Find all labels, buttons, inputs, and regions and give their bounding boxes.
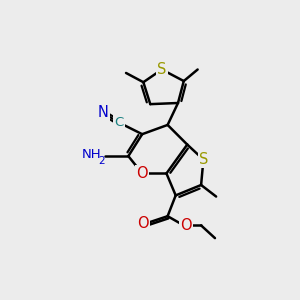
Text: O: O bbox=[180, 218, 191, 233]
Text: S: S bbox=[199, 152, 208, 167]
Text: O: O bbox=[137, 216, 149, 231]
Text: 2: 2 bbox=[98, 156, 104, 166]
Text: C: C bbox=[115, 116, 124, 129]
Text: N: N bbox=[98, 105, 108, 120]
Text: NH: NH bbox=[82, 148, 101, 161]
Text: O: O bbox=[136, 166, 148, 181]
Text: S: S bbox=[157, 62, 167, 77]
